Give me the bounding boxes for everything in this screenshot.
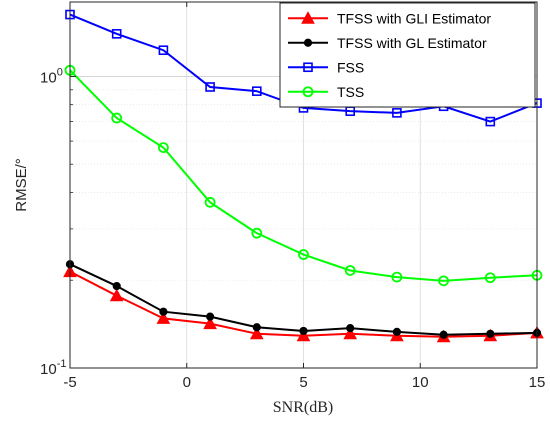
series-line xyxy=(69,13,538,123)
x-tick-label: 0 xyxy=(183,374,191,391)
legend-item: TFSS with GL Estimator xyxy=(288,35,487,51)
legend: TFSS with GLI Estimator TFSS with GL Esti… xyxy=(279,2,536,108)
legend-label: TFSS with GLI Estimator xyxy=(337,10,491,26)
data-point-marker xyxy=(484,272,496,284)
data-point-marker xyxy=(111,29,122,39)
data-point-marker xyxy=(156,311,171,324)
y-axis-label: RMSE/° xyxy=(13,158,30,212)
x-tick-label: 15 xyxy=(529,374,546,391)
data-point-marker xyxy=(159,307,168,316)
data-point-marker xyxy=(251,227,263,239)
x-tick-label: -5 xyxy=(63,374,76,391)
data-point-marker xyxy=(485,116,496,127)
legend-label: FSS xyxy=(337,59,364,75)
data-point-marker xyxy=(157,142,169,154)
data-point-marker xyxy=(346,324,355,333)
data-point-marker xyxy=(252,86,262,96)
legend-label: TFSS with GL Estimator xyxy=(337,35,487,51)
data-point-marker xyxy=(486,329,495,338)
data-point-marker xyxy=(206,312,215,321)
data-point-marker xyxy=(111,112,123,124)
legend-box xyxy=(279,2,536,108)
series-fss xyxy=(65,9,542,127)
y-tick-exponent: -1 xyxy=(57,358,67,370)
data-point-marker xyxy=(203,316,217,330)
data-point-marker xyxy=(158,45,169,56)
data-point-marker xyxy=(344,265,356,276)
data-point-marker xyxy=(204,196,216,208)
data-point-marker xyxy=(299,326,308,336)
data-point-marker xyxy=(302,86,314,98)
legend-item: FSS xyxy=(288,59,364,75)
data-point-marker xyxy=(298,249,309,260)
data-point-marker xyxy=(438,275,450,287)
y-tick-exponent: 0 xyxy=(57,66,63,78)
legend-item: TSS xyxy=(288,84,364,100)
x-tick-label: 10 xyxy=(412,374,429,391)
data-point-marker xyxy=(391,271,403,283)
data-point-marker xyxy=(303,62,313,73)
data-point-marker xyxy=(303,38,313,47)
series-tfss-with-gl-estimator xyxy=(65,260,542,339)
data-point-marker xyxy=(205,82,215,92)
legend-item: TFSS with GLI Estimator xyxy=(288,10,491,26)
series-line xyxy=(69,69,538,282)
data-point-marker xyxy=(252,323,261,332)
x-axis-label: SNR(dB) xyxy=(273,399,333,416)
data-point-marker xyxy=(343,326,358,340)
data-point-marker xyxy=(112,281,121,291)
data-point-marker xyxy=(392,327,401,336)
data-point-marker xyxy=(392,108,402,118)
legend-label: TSS xyxy=(337,84,364,100)
data-point-marker xyxy=(439,330,448,339)
data-point-marker xyxy=(249,326,264,340)
x-tick-label: 5 xyxy=(299,374,307,391)
data-point-marker xyxy=(109,288,124,302)
series-layer xyxy=(63,9,544,343)
data-point-marker xyxy=(301,11,315,24)
data-point-marker xyxy=(296,328,311,342)
